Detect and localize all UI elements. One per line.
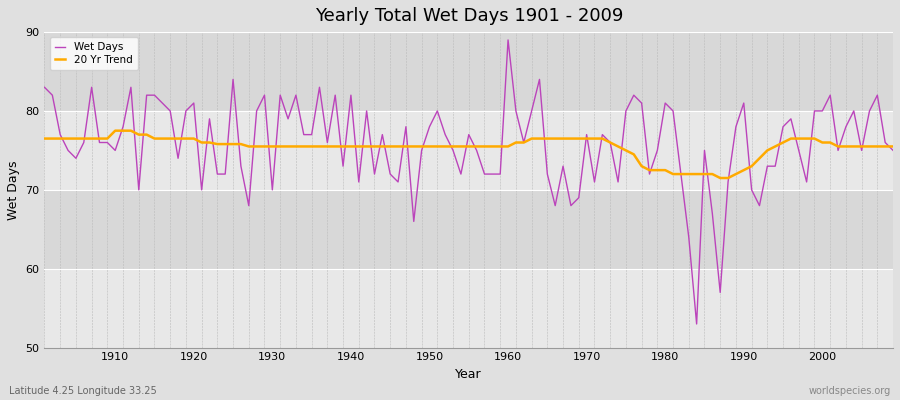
Title: Yearly Total Wet Days 1901 - 2009: Yearly Total Wet Days 1901 - 2009 bbox=[315, 7, 623, 25]
Line: Wet Days: Wet Days bbox=[44, 40, 893, 324]
20 Yr Trend bbox=[887, 144, 898, 149]
Wet Days bbox=[102, 140, 112, 145]
Legend: Wet Days, 20 Yr Trend: Wet Days, 20 Yr Trend bbox=[50, 37, 138, 70]
Text: Latitude 4.25 Longitude 33.25: Latitude 4.25 Longitude 33.25 bbox=[9, 386, 157, 396]
Y-axis label: Wet Days: Wet Days bbox=[7, 160, 20, 220]
Wet Days bbox=[495, 172, 506, 176]
Wet Days bbox=[887, 148, 898, 153]
Bar bbox=[44, 32, 893, 111]
20 Yr Trend bbox=[102, 136, 112, 141]
Wet Days bbox=[605, 140, 616, 145]
X-axis label: Year: Year bbox=[455, 368, 482, 381]
Wet Days bbox=[274, 93, 285, 98]
Bar bbox=[44, 269, 893, 348]
Wet Days bbox=[691, 322, 702, 326]
20 Yr Trend bbox=[510, 140, 521, 145]
20 Yr Trend bbox=[39, 136, 50, 141]
20 Yr Trend bbox=[605, 140, 616, 145]
20 Yr Trend bbox=[110, 128, 121, 133]
Wet Days bbox=[39, 85, 50, 90]
Bar bbox=[44, 190, 893, 269]
Wet Days bbox=[510, 108, 521, 113]
20 Yr Trend bbox=[503, 144, 514, 149]
Line: 20 Yr Trend: 20 Yr Trend bbox=[44, 131, 893, 178]
Text: worldspecies.org: worldspecies.org bbox=[809, 386, 891, 396]
Bar bbox=[44, 111, 893, 190]
20 Yr Trend bbox=[283, 144, 293, 149]
20 Yr Trend bbox=[329, 144, 340, 149]
20 Yr Trend bbox=[715, 176, 725, 180]
Wet Days bbox=[503, 38, 514, 42]
Wet Days bbox=[322, 140, 333, 145]
